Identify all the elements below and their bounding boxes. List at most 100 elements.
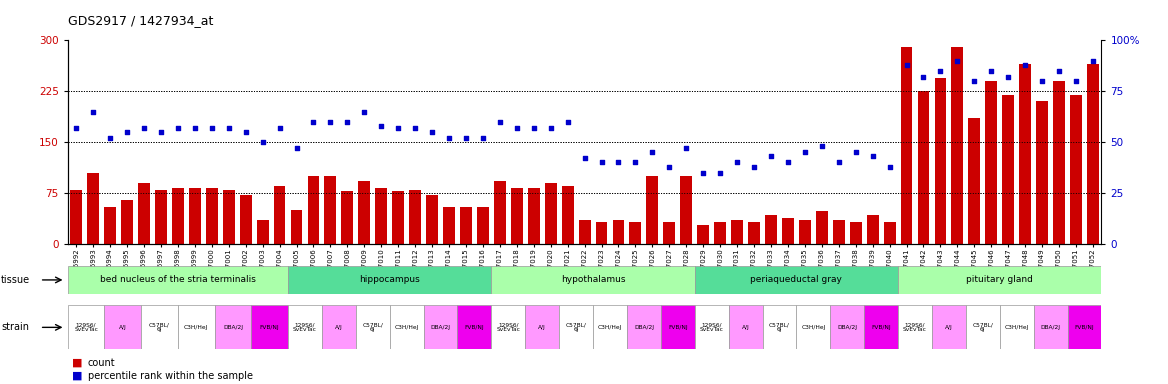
Bar (1020, 64, 1031, 244)
Point (491, 119, 509, 125)
Point (439, 135, 458, 141)
Text: C3H/HeJ: C3H/HeJ (185, 325, 208, 330)
Point (304, 119, 322, 125)
Point (999, 74, 1017, 80)
Point (576, 155, 595, 161)
Point (915, 74, 933, 80)
Point (457, 135, 475, 141)
Point (405, 125, 424, 131)
Point (338, 119, 356, 125)
Text: C57BL/
6J: C57BL/ 6J (973, 322, 993, 333)
Bar (695, 305, 729, 349)
Bar (864, 305, 898, 349)
Bar (288, 266, 492, 294)
Text: count: count (88, 358, 116, 368)
Bar (593, 305, 627, 349)
Point (644, 149, 662, 156)
Bar (104, 207, 116, 244)
Text: C3H/HeJ: C3H/HeJ (598, 325, 623, 330)
Point (1033, 78, 1051, 84)
Bar (799, 220, 811, 244)
Text: FVB/NJ: FVB/NJ (1075, 325, 1094, 330)
Point (813, 143, 832, 149)
Bar (986, 81, 997, 244)
Bar (749, 222, 760, 244)
Point (745, 164, 764, 170)
Bar (288, 305, 322, 349)
Point (1016, 62, 1035, 68)
Point (541, 125, 559, 131)
Bar (898, 266, 1101, 294)
Bar (596, 222, 607, 244)
Point (779, 159, 798, 166)
Point (677, 145, 696, 151)
Bar (559, 305, 593, 349)
Text: DBA/2J: DBA/2J (837, 325, 857, 330)
Text: C3H/HeJ: C3H/HeJ (1004, 325, 1029, 330)
Text: pituitary gland: pituitary gland (966, 275, 1034, 285)
Bar (189, 188, 201, 244)
Bar (627, 305, 661, 349)
Point (168, 125, 187, 131)
Bar (680, 176, 693, 244)
Text: C3H/HeJ: C3H/HeJ (395, 325, 419, 330)
Bar (206, 188, 217, 244)
Text: tissue: tissue (1, 275, 30, 285)
Point (287, 145, 306, 151)
Bar (966, 305, 1000, 349)
Text: ■: ■ (72, 371, 83, 381)
Point (762, 153, 780, 159)
Bar (356, 305, 390, 349)
Text: DBA/2J: DBA/2J (1041, 325, 1061, 330)
Bar (528, 188, 540, 244)
Point (694, 170, 712, 176)
Bar (273, 186, 285, 244)
Point (118, 129, 137, 135)
Text: DBA/2J: DBA/2J (634, 325, 654, 330)
Text: hippocampus: hippocampus (360, 275, 420, 285)
Bar (251, 305, 288, 349)
Text: 129S6/
SvEvTac: 129S6/ SvEvTac (903, 322, 927, 333)
Bar (375, 188, 387, 244)
Point (1066, 78, 1085, 84)
Point (220, 125, 238, 131)
Point (881, 164, 899, 170)
Text: bed nucleus of the stria terminalis: bed nucleus of the stria terminalis (100, 275, 256, 285)
Text: A/J: A/J (119, 325, 126, 330)
Point (152, 129, 171, 135)
Bar (492, 266, 695, 294)
Bar (663, 222, 675, 244)
Bar (884, 222, 896, 244)
Text: 129S6/
SvEvTac: 129S6/ SvEvTac (74, 322, 98, 333)
Point (507, 125, 526, 131)
Text: C57BL/
6J: C57BL/ 6J (362, 322, 383, 333)
Bar (215, 305, 251, 349)
Point (829, 159, 848, 166)
Bar (458, 305, 492, 349)
Bar (562, 186, 573, 244)
Point (270, 125, 288, 131)
Bar (178, 305, 215, 349)
Point (186, 125, 204, 131)
Bar (325, 176, 336, 244)
Point (524, 125, 543, 131)
Text: A/J: A/J (335, 325, 342, 330)
Bar (392, 191, 404, 244)
Text: ■: ■ (72, 358, 83, 368)
Bar (1054, 81, 1065, 244)
Point (626, 159, 645, 166)
Bar (424, 305, 458, 349)
Bar (867, 215, 878, 244)
Text: 129S6/
SvEvTac: 129S6/ SvEvTac (700, 322, 724, 333)
Point (711, 170, 730, 176)
Point (728, 159, 746, 166)
Bar (88, 173, 99, 244)
Bar (731, 220, 743, 244)
Bar (443, 207, 456, 244)
Bar (526, 305, 559, 349)
Bar (934, 78, 946, 244)
Point (84, 109, 103, 115)
Bar (477, 207, 489, 244)
Point (321, 119, 340, 125)
Point (610, 159, 628, 166)
